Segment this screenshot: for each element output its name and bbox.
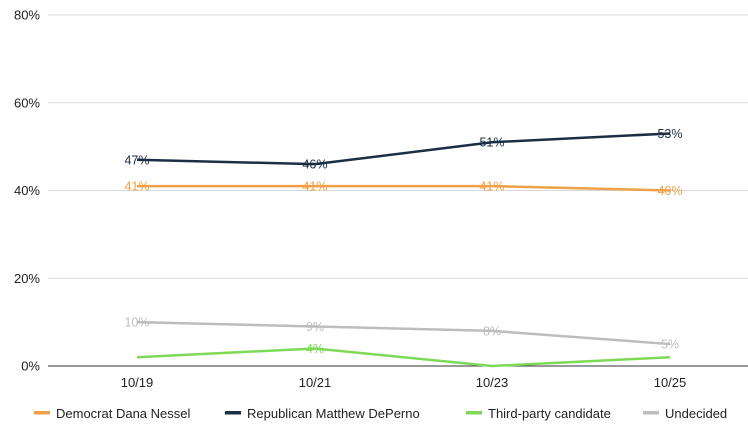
series-line-1 — [136, 132, 671, 166]
series-line-3 — [136, 320, 671, 346]
legend: Democrat Dana Nessel Republican Matthew D… — [34, 406, 727, 421]
data-label: 41% — [124, 180, 149, 194]
legend-swatch — [34, 411, 50, 415]
series-line-0 — [137, 184, 671, 192]
y-tick-label: 20% — [14, 271, 40, 286]
y-tick-label: 40% — [14, 183, 40, 198]
data-labels: 41% 41% 41% 40% 47% 46% 51% 53% 4% 10% 9% 8% 5% — [124, 127, 682, 356]
data-label: 51% — [479, 136, 504, 150]
legend-label: Third-party candidate — [488, 406, 611, 421]
series-lines — [136, 132, 671, 368]
x-tick-label: 10/21 — [299, 375, 332, 390]
legend-swatch — [643, 411, 659, 415]
legend-swatch — [466, 411, 482, 415]
x-tick-label: 10/19 — [121, 375, 154, 390]
data-label: 53% — [657, 127, 682, 141]
y-tick-label: 60% — [14, 95, 40, 110]
legend-label: Democrat Dana Nessel — [56, 406, 190, 421]
data-label: 10% — [124, 316, 149, 330]
y-tick-label: 80% — [14, 8, 40, 23]
x-tick-label: 10/25 — [654, 375, 687, 390]
data-label: 47% — [124, 153, 149, 167]
data-label: 8% — [483, 324, 501, 338]
data-label: 46% — [302, 158, 327, 172]
x-tick-label: 10/23 — [476, 375, 509, 390]
data-label: 9% — [306, 320, 324, 334]
legend-label: Republican Matthew DePerno — [247, 406, 420, 421]
y-axis-ticks: 0% 20% 40% 60% 80% — [14, 8, 40, 374]
legend-swatch — [225, 411, 241, 415]
series-line-2 — [136, 347, 671, 368]
legend-label: Undecided — [665, 406, 727, 421]
y-tick-label: 0% — [21, 359, 40, 374]
data-label: 41% — [302, 180, 327, 194]
data-label: 5% — [661, 338, 679, 352]
data-label: 41% — [479, 180, 504, 194]
data-label: 40% — [657, 184, 682, 198]
x-axis-ticks: 10/19 10/21 10/23 10/25 — [121, 375, 687, 390]
data-label: 4% — [306, 342, 324, 356]
gridlines — [48, 14, 748, 367]
